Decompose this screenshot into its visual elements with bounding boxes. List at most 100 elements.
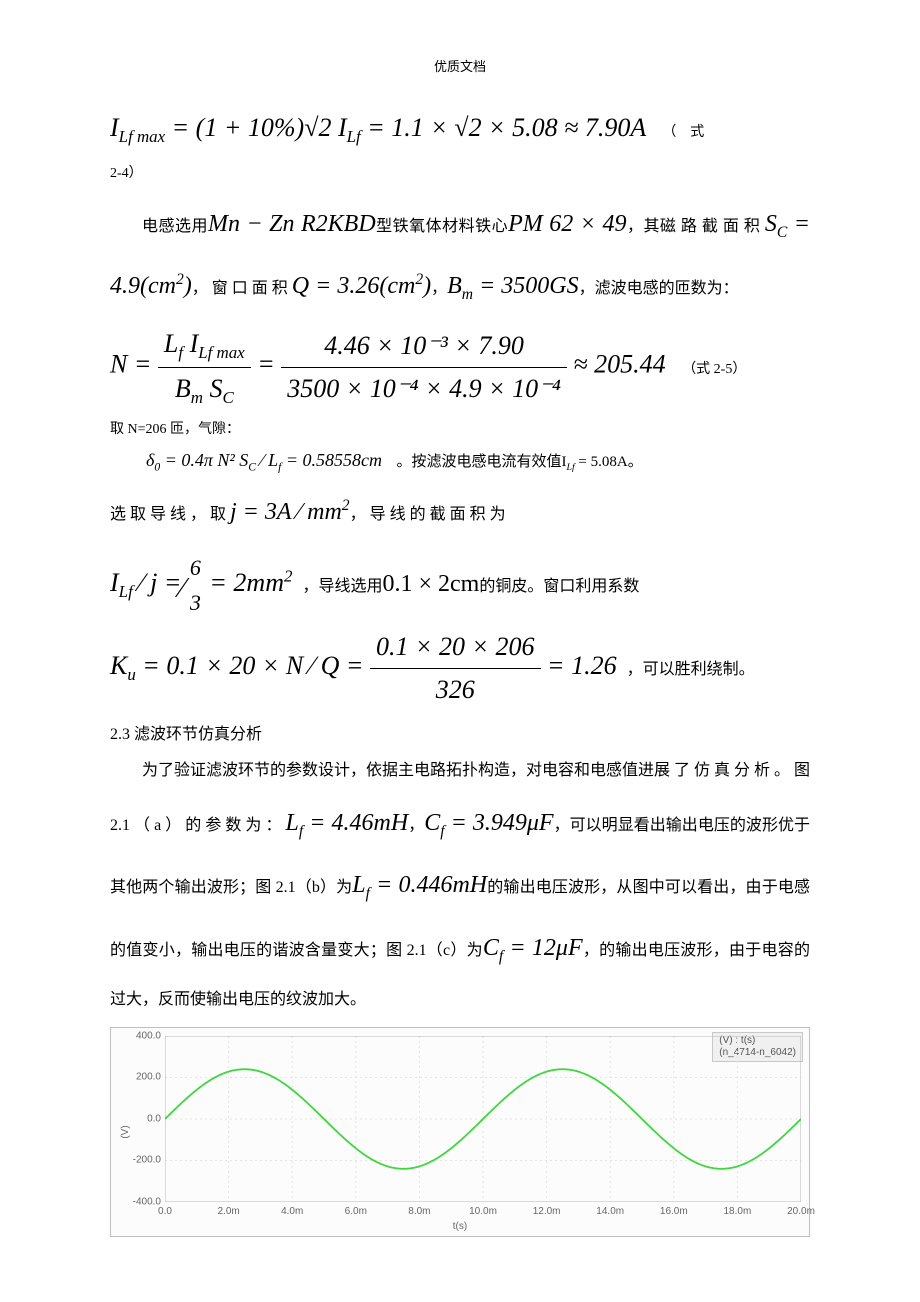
eq24-lhs: I [110,113,119,142]
p1-pre: 电感选用 [142,218,208,235]
equation-wire-area: ILf ⁄ j = 6⁄3 = 2mm2，导线选用0.1 × 2cm的铜皮。窗口… [110,550,810,620]
p4-m2: C [424,810,440,836]
p3-m4-num: 0.1 × 20 × 206 [370,626,541,669]
chart-x-tick-label: 12.0m [533,1202,561,1217]
p1-m3-sup: 2 [176,271,184,288]
p1-mid5: ，滤波电感的匝数为： [579,280,739,297]
chart-x-tick-label: 16.0m [660,1202,688,1217]
equation-ku: Ku = 0.1 × 20 × N ⁄ Q = 0.1 × 20 × 20632… [110,626,810,710]
equation-2-5: N = Lf ILf max Bm SC = 4.46 × 10⁻³ × 7.9… [110,323,810,410]
eq25-num1a: L [164,329,178,358]
chart-x-axis-title: t(s) [453,1221,467,1232]
page-header: 优质文档 [110,56,810,75]
eq25-rhs: ≈ 205.44 [573,350,665,379]
eq24-rhs2: = 1.1 × √2 × 5.08 ≈ 7.90A [361,113,646,142]
eqd-tail-m-sub: Lf [567,462,575,473]
chart-plot-area: -400.0-200.00.0200.0400.00.02.0m4.0m6.0m… [165,1036,801,1202]
p3-m1: j = 3A ⁄ mm [230,499,342,525]
paragraph-inductor-core: 电感选用Mn − Zn R2KBD型铁氧体材料铁心PM 62 × 49，其磁 路… [110,193,810,318]
chart-svg [165,1036,801,1202]
chart-y-tick-label: 200.0 [136,1072,165,1083]
eq25-num2: 4.46 × 10⁻³ × 7.90 [281,325,567,368]
p3-m2-sub: Lf [119,582,133,601]
p3-pre: 选 取 导 线 ， 取 [110,506,230,523]
p1-m4-close: ) [423,273,431,299]
p3-m2-rhs: = 2mm [203,568,284,597]
p1-m3-close: ) [184,273,192,299]
paragraph-wire: 选 取 导 线 ， 取 j = 3A ⁄ mm2， 导 线 的 截 面 积 为 [110,481,810,543]
p3-m2-num: 6 [188,550,203,585]
chart-x-tick-label: 10.0m [469,1202,497,1217]
p3-m4-body: = 0.1 × 20 × N ⁄ Q = [136,651,370,680]
p3-m2-den: 3 [190,590,201,615]
p1-m4-sup: 2 [415,271,423,288]
eq25-num1b-sub: Lf max [198,344,244,363]
eqd-tail-post: 。 [628,454,643,470]
eqd-body3: = 0.58558cm [281,450,382,470]
p4-m3: L [352,872,365,898]
eq24-rhs-sub: Lf [347,127,361,146]
p3-m2-lhs: I [110,568,119,597]
chart-y-axis-title: (V) [120,1125,131,1138]
p1-m3-sub: C [777,223,787,240]
paragraph-turns: 取 N=206 匝，气隙： [110,417,810,442]
header-title: 优质文档 [434,59,486,74]
p4-m3-rhs: = 0.446mH [370,872,487,898]
eq24-note-line2: 2-4） [110,156,810,192]
p1-mid1: 型铁氧体材料铁心 [376,218,508,235]
equation-delta: δ0 = 0.4π N² SC ⁄ Lf = 0.58558cm 。按滤波电感电… [110,446,810,477]
eq25-den1a-sub: m [191,388,203,407]
eq25-lhs: N = [110,350,158,379]
chart-x-tick-label: 20.0m [787,1202,815,1217]
eq24-lhs-sub: Lf max [119,127,165,146]
p4-m4-rhs: = 12μF [503,935,582,961]
chart-x-tick-label: 4.0m [281,1202,303,1217]
paragraph-simulation: 为了验证滤波环节的参数设计，依据主电路拓扑构造，对电容和电感值进展 了 仿 真 … [110,750,810,1020]
p3-m4-rhs: = 1.26 [547,651,617,680]
eq24-rhs1: = (1 + 10%)√2 I [165,113,347,142]
eq25-den1b-sub: C [222,388,233,407]
p1-m2: PM 62 × 49 [508,211,626,237]
p1-m5-lhs: B [447,273,462,299]
p3-m4-den: 326 [370,669,541,711]
chart-y-tick-label: 0.0 [147,1113,165,1124]
chart-y-tick-label: -200.0 [133,1155,165,1166]
chart-x-tick-label: 0.0 [158,1202,172,1217]
p3-mid3: 的铜皮。窗口利用系数 [479,578,639,595]
p3-m2-sup: 2 [284,566,292,585]
eq25-den1b: S [203,374,223,403]
p3-m4-sub: u [127,665,135,684]
equation-2-4: ILf max = (1 + 10%)√2 ILf = 1.1 × √2 × 5… [110,107,810,150]
eq25-num1b: I [183,329,198,358]
p4-m1: L [286,810,299,836]
p4-mid1: ， [408,817,424,834]
p3-m4-lhs: K [110,651,127,680]
eqd-body2: ⁄ L [256,450,278,470]
chart-x-tick-label: 18.0m [723,1202,751,1217]
eq25-mid: = [257,350,281,379]
p1-m5-rhs: = 3500GS [473,273,579,299]
p4-m4: C [483,935,499,961]
eqd-tail-pre: 。按滤波电感电流有效值 [397,454,562,470]
p1-m4-lhs: Q = 3.26(cm [292,273,416,299]
eqd-tail-m2: = 5.08A [575,454,628,470]
p3-mid2: ，导线选用 [302,578,382,595]
p1-m3-lhs: S [765,211,777,237]
p3-m1-sup: 2 [342,497,350,514]
p3-mid4: ，可以胜利绕制。 [627,661,755,678]
p1-m1: Mn − Zn R2KBD [208,211,376,237]
p4-m1-rhs: = 4.46mH [303,810,408,836]
p3-m3: 0.1 × 2cm [382,571,479,597]
page: 优质文档 ILf max = (1 + 10%)√2 ILf = 1.1 × √… [0,0,920,1302]
section-2-3-heading: 2.3 滤波环节仿真分析 [110,720,810,744]
p1-m5-sub: m [462,286,473,303]
eqd-body: = 0.4π N² S [160,450,248,470]
chart-x-tick-label: 2.0m [217,1202,239,1217]
eq25-den2: 3500 × 10⁻⁴ × 4.9 × 10⁻⁴ [281,368,567,410]
eqd-body-sub: C [248,461,256,474]
chart-x-tick-label: 8.0m [408,1202,430,1217]
eq25-den1a: B [175,374,191,403]
eq25-note: （式 2-5） [682,362,746,377]
chart-x-tick-label: 6.0m [345,1202,367,1217]
simulation-chart: (V) : t(s) (n_4714-n_6042) (V) t(s) -400… [110,1027,810,1237]
